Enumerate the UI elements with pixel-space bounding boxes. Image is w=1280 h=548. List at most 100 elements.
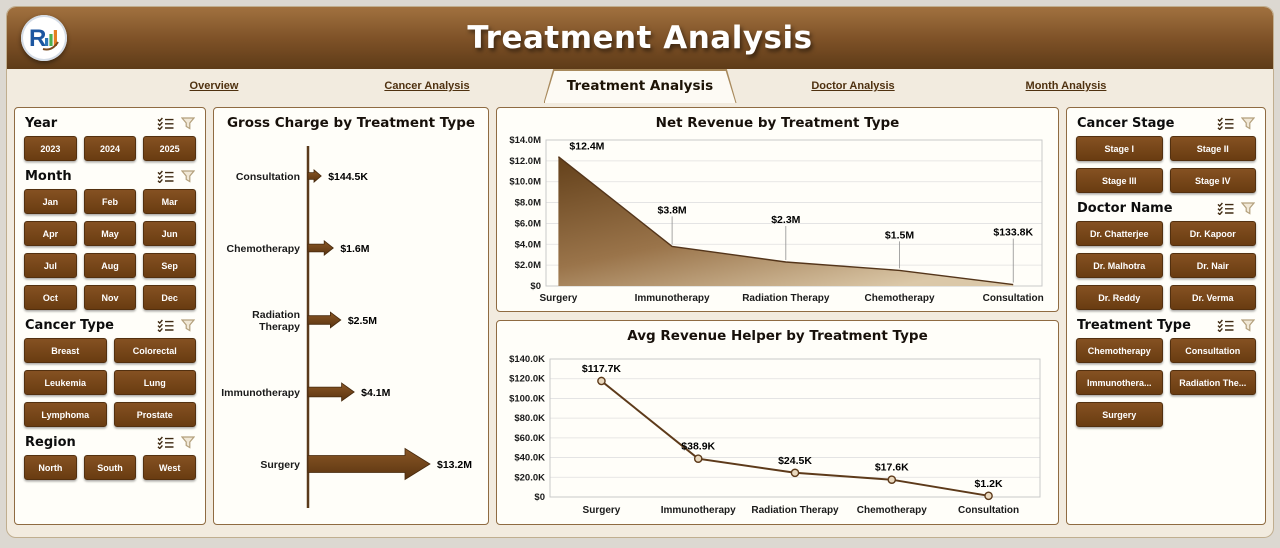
x-axis-label: Radiation Therapy: [742, 293, 830, 304]
filter-header-icons: [157, 170, 195, 183]
filter-option-jan[interactable]: Jan: [24, 189, 77, 214]
filter-option-feb[interactable]: Feb: [83, 189, 137, 214]
filter-option-west[interactable]: West: [143, 455, 196, 480]
filter-option-jul[interactable]: Jul: [24, 253, 77, 278]
filter-header-icons: [157, 319, 195, 332]
x-axis-label: Surgery: [582, 505, 620, 516]
filter-options: Breast Colorectal Leukemia Lung Lymphoma Pros…: [24, 338, 196, 427]
filter-icon[interactable]: [1241, 202, 1255, 215]
filter-option-dr-chatterjee[interactable]: Dr. Chatterjee: [1076, 221, 1163, 246]
filter-option-stage-ii[interactable]: Stage II: [1169, 136, 1256, 161]
filter-option-lung[interactable]: Lung: [113, 370, 196, 395]
dashboard: R Treatment Analysis Overview Cancer Anal…: [6, 6, 1274, 538]
filter-option-stage-iv[interactable]: Stage IV: [1169, 168, 1256, 193]
filter-option-mar[interactable]: Mar: [143, 189, 196, 214]
funnel-arrow-consultation[interactable]: [307, 169, 322, 183]
filter-title: Treatment Type: [1077, 318, 1191, 333]
filter-section-doctor-name: Doctor Name Dr. Chatterjee Dr. Kapoor Dr. M…: [1076, 200, 1256, 310]
tab-doctor-analysis[interactable]: Doctor Analysis: [747, 69, 960, 103]
multi-select-icon[interactable]: [1217, 202, 1234, 215]
filter-title: Month: [25, 169, 72, 184]
data-label: $1.6M: [340, 243, 369, 255]
funnel-arrow-chemotherapy[interactable]: [307, 239, 334, 257]
filter-icon[interactable]: [181, 170, 195, 183]
filter-section-year: Year 2023 2024 2025: [24, 115, 196, 161]
net-revenue-area[interactable]: [557, 156, 1013, 286]
chart-title: Gross Charge by Treatment Type: [226, 115, 476, 131]
tab-cancer-analysis[interactable]: Cancer Analysis: [321, 69, 534, 103]
filter-icon[interactable]: [1241, 319, 1255, 332]
x-axis-label: Consultation: [957, 505, 1018, 516]
left-filter-panel: Year 2023 2024 2025 Month Jan Feb Mar Apr May Jun J…: [14, 107, 206, 525]
funnel-category-label: Immunotherapy: [221, 387, 300, 399]
multi-select-icon[interactable]: [157, 117, 174, 130]
filter-option-dr-nair[interactable]: Dr. Nair: [1169, 253, 1256, 278]
filter-option-north[interactable]: North: [24, 455, 77, 480]
multi-select-icon[interactable]: [1217, 117, 1234, 130]
multi-select-icon[interactable]: [157, 170, 174, 183]
filter-options: Dr. Chatterjee Dr. Kapoor Dr. Malhotra Dr. …: [1076, 221, 1256, 310]
filter-section-cancer-type: Cancer Type Breast Colorectal Leukemia Lung L…: [24, 317, 196, 427]
multi-select-icon[interactable]: [1217, 319, 1234, 332]
funnel-arrow-immunotherapy[interactable]: [307, 382, 355, 402]
data-point-chemotherapy[interactable]: [886, 475, 896, 484]
gross-charge-panel: Gross Charge by Treatment Type Consultat…: [213, 107, 489, 525]
filter-option-2024[interactable]: 2024: [83, 136, 137, 161]
filter-option-consultation[interactable]: Consultation: [1169, 338, 1256, 363]
funnel-arrow-radiation-therapy[interactable]: [307, 311, 342, 329]
filter-section-treatment-type: Treatment Type Chemotherapy Consultation Im…: [1076, 317, 1256, 427]
filter-option-2023[interactable]: 2023: [24, 136, 77, 161]
filter-option-may[interactable]: May: [83, 221, 137, 246]
data-point-radiation-therapy[interactable]: [790, 468, 799, 478]
data-point-surgery[interactable]: [596, 376, 606, 386]
filter-option-leukemia[interactable]: Leukemia: [24, 370, 107, 395]
filter-option-lymphoma[interactable]: Lymphoma: [24, 402, 107, 427]
data-label: $13.2M: [437, 459, 472, 471]
logo-letter: R: [29, 25, 46, 52]
filter-option-nov[interactable]: Nov: [83, 285, 137, 310]
filter-icon[interactable]: [181, 319, 195, 332]
filter-option-prostate[interactable]: Prostate: [113, 402, 196, 427]
filter-option-breast[interactable]: Breast: [24, 338, 107, 363]
filter-icon[interactable]: [181, 117, 195, 130]
y-tick-label: $0: [530, 281, 541, 292]
filter-option-immunothera[interactable]: Immunothera...: [1076, 370, 1163, 395]
filter-option-surgery[interactable]: Surgery: [1076, 402, 1163, 427]
y-tick-label: $12.0M: [509, 156, 541, 167]
filter-option-radiation-the[interactable]: Radiation The...: [1169, 370, 1256, 395]
multi-select-icon[interactable]: [157, 319, 174, 332]
tab-treatment-analysis[interactable]: Treatment Analysis: [534, 69, 747, 103]
x-axis-label: Immunotherapy: [634, 293, 709, 304]
filter-icon[interactable]: [1241, 117, 1255, 130]
tab-month-analysis[interactable]: Month Analysis: [960, 69, 1173, 103]
filter-option-dr-kapoor[interactable]: Dr. Kapoor: [1169, 221, 1256, 246]
filter-option-jun[interactable]: Jun: [143, 221, 196, 246]
tab-overview[interactable]: Overview: [108, 69, 321, 103]
plot-border: [549, 358, 1040, 498]
filter-option-colorectal[interactable]: Colorectal: [113, 338, 196, 363]
y-tick-label: $100.0K: [509, 393, 545, 404]
y-tick-label: $120.0K: [509, 374, 545, 385]
filter-option-chemotherapy[interactable]: Chemotherapy: [1076, 338, 1163, 363]
multi-select-icon[interactable]: [157, 436, 174, 449]
filter-option-oct[interactable]: Oct: [24, 285, 77, 310]
filter-option-stage-i[interactable]: Stage I: [1076, 136, 1163, 161]
data-point-immunotherapy[interactable]: [693, 454, 703, 463]
data-label: $2.3M: [771, 214, 800, 226]
filter-option-dr-reddy[interactable]: Dr. Reddy: [1076, 285, 1163, 310]
tab-label: Overview: [189, 80, 239, 92]
filter-option-south[interactable]: South: [83, 455, 137, 480]
funnel-category-label: Consultation: [236, 171, 300, 183]
filter-option-dr-verma[interactable]: Dr. Verma: [1169, 285, 1256, 310]
filter-option-apr[interactable]: Apr: [24, 221, 77, 246]
y-tick-label: $20.0K: [514, 472, 545, 483]
funnel-arrow-surgery[interactable]: [307, 447, 431, 481]
filter-icon[interactable]: [181, 436, 195, 449]
data-point-consultation[interactable]: [983, 491, 993, 501]
filter-option-aug[interactable]: Aug: [83, 253, 137, 278]
filter-option-dec[interactable]: Dec: [143, 285, 196, 310]
filter-option-stage-iii[interactable]: Stage III: [1076, 168, 1163, 193]
filter-option-dr-malhotra[interactable]: Dr. Malhotra: [1076, 253, 1163, 278]
filter-option-2025[interactable]: 2025: [143, 136, 196, 161]
filter-option-sep[interactable]: Sep: [143, 253, 196, 278]
